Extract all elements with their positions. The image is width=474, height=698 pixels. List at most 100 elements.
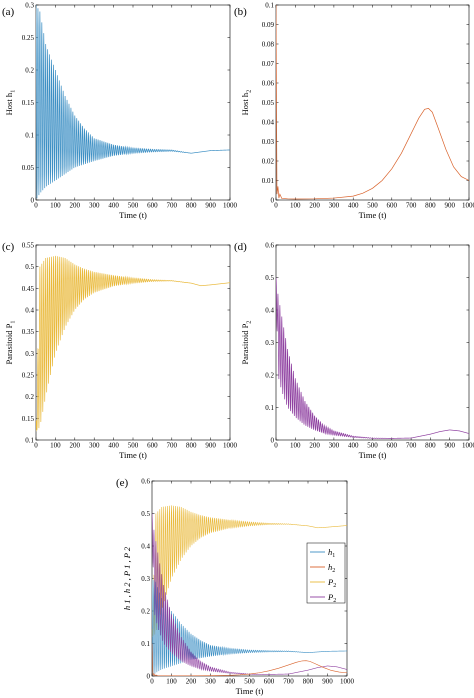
- x-tick-label: 800: [186, 442, 197, 450]
- legend-label: h1: [328, 547, 335, 559]
- y-tick-label: 0.1: [25, 437, 34, 445]
- x-tick-label: 800: [425, 202, 436, 210]
- y-tick-label: 0.4: [25, 307, 34, 315]
- x-tick-label: 600: [387, 442, 398, 450]
- x-tick-label: 500: [244, 678, 255, 686]
- panel-label: (c): [2, 241, 15, 253]
- x-tick-label: 800: [425, 442, 436, 450]
- y-tick-label: 0.3: [265, 339, 274, 347]
- y-tick-label: 0.35: [22, 328, 35, 336]
- y-tick-label: 0.1: [25, 132, 34, 140]
- y-axis-label: Host h1: [4, 90, 17, 116]
- y-tick-label: 0.2: [25, 393, 34, 401]
- y-axis-label: Parasitoid P1: [4, 320, 17, 364]
- y-tick-label: 0.3: [25, 2, 34, 10]
- y-tick-label: 0.5: [265, 274, 274, 282]
- series-line-h2: [152, 643, 347, 676]
- series-line-P1: [152, 505, 347, 638]
- x-tick-label: 400: [225, 678, 236, 686]
- x-tick-label: 200: [70, 442, 81, 450]
- y-axis-label-main: Host h: [4, 92, 14, 115]
- legend-label: h2: [328, 562, 335, 574]
- y-tick-label: 0.55: [22, 242, 35, 250]
- x-tick-label: 300: [329, 202, 340, 210]
- y-axis-label: Parasitoid P2: [240, 320, 253, 364]
- x-tick-label: 1000: [223, 442, 238, 450]
- y-axis-label-sub: 2: [246, 320, 253, 323]
- panel-b: 0 100 200 300 400 500 600 700 800 900 1000 0 0.01 0.0…: [234, 2, 474, 221]
- x-axis-label: Time (t): [236, 686, 264, 696]
- x-tick-label: 1000: [462, 202, 474, 210]
- x-tick-label: 100: [166, 678, 177, 686]
- legend-label-base: h: [328, 562, 332, 572]
- panel-label: (a): [2, 6, 15, 18]
- y-tick-label: 0.1: [265, 404, 274, 412]
- y-tick-label: 0.02: [262, 158, 275, 166]
- x-tick-label: 900: [205, 442, 216, 450]
- y-tick-label: 0.1: [141, 640, 150, 648]
- x-tick-label: 0: [34, 202, 38, 210]
- x-tick-label: 900: [444, 442, 455, 450]
- y-tick-label: 0.06: [262, 80, 275, 88]
- y-tick-label: 0: [147, 673, 151, 681]
- legend-label-base: h: [328, 547, 332, 557]
- x-tick-label: 1000: [462, 442, 474, 450]
- y-axis-label: Host h2: [240, 90, 253, 116]
- x-tick-label: 100: [290, 202, 301, 210]
- x-axis-label: Time (t): [359, 210, 387, 220]
- y-tick-label: 0.15: [22, 415, 35, 423]
- x-axis-label: Time (t): [119, 210, 147, 220]
- x-tick-label: 200: [70, 202, 81, 210]
- y-tick-label: 0.07: [262, 60, 275, 68]
- y-tick-label: 0.6: [141, 478, 150, 486]
- y-axis-label-sub: 1: [10, 320, 17, 323]
- y-tick-label: 0.1: [265, 2, 274, 10]
- y-tick-label: 0: [31, 197, 35, 205]
- y-tick-label: 0.45: [22, 285, 35, 293]
- x-tick-label: 500: [367, 442, 378, 450]
- y-tick-label: 0.2: [141, 608, 150, 616]
- plot-frame: [275, 4, 470, 201]
- y-tick-label: 0.4: [265, 307, 274, 315]
- x-tick-label: 400: [348, 202, 359, 210]
- x-tick-label: 500: [128, 442, 139, 450]
- x-tick-label: 300: [89, 442, 100, 450]
- x-tick-label: 600: [387, 202, 398, 210]
- x-tick-label: 100: [50, 202, 61, 210]
- x-tick-label: 600: [147, 202, 158, 210]
- y-tick-label: 0.04: [262, 119, 275, 127]
- x-tick-label: 900: [444, 202, 455, 210]
- y-tick-label: 0.25: [22, 372, 35, 380]
- x-tick-label: 700: [406, 442, 417, 450]
- panel-e: 0 100 200 300 400 500 600 700 800 900 1000 0 0.1 0.2 0…: [116, 477, 355, 696]
- panel-label: (d): [234, 241, 247, 253]
- y-axis-label-main: Host h: [240, 92, 250, 115]
- x-tick-label: 900: [205, 202, 216, 210]
- y-axis-label-main: Parasitoid P: [4, 323, 14, 364]
- legend-label-sub: 1: [332, 553, 335, 559]
- panel-label: (e): [116, 477, 129, 489]
- legend-label-sub: 2: [333, 598, 336, 604]
- y-tick-label: 0.2: [25, 67, 34, 75]
- y-tick-label: 0.3: [25, 350, 34, 358]
- x-tick-label: 700: [167, 442, 178, 450]
- series-line-P2: [276, 277, 469, 439]
- x-tick-label: 300: [89, 202, 100, 210]
- series-line-P1: [36, 255, 230, 432]
- x-tick-label: 0: [274, 202, 278, 210]
- y-axis-label-main: Parasitoid P: [240, 323, 250, 364]
- x-tick-label: 800: [303, 678, 314, 686]
- legend-label-sub: 2: [333, 583, 336, 589]
- panel-d: 0 100 200 300 400 500 600 700 800 900 1000 0 0.1 0.2 0…: [234, 241, 474, 460]
- y-tick-label: 0.25: [22, 34, 35, 42]
- y-tick-label: 0: [271, 197, 275, 205]
- x-tick-label: 0: [150, 678, 154, 686]
- y-tick-label: 0.03: [262, 138, 275, 146]
- x-tick-label: 100: [290, 442, 301, 450]
- series-line-h1: [36, 5, 230, 199]
- panel-label: (b): [234, 6, 247, 18]
- x-tick-label: 0: [34, 442, 38, 450]
- legend-label-base: P: [327, 577, 333, 587]
